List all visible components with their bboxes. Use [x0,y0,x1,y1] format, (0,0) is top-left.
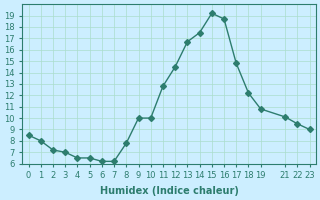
X-axis label: Humidex (Indice chaleur): Humidex (Indice chaleur) [100,186,238,196]
